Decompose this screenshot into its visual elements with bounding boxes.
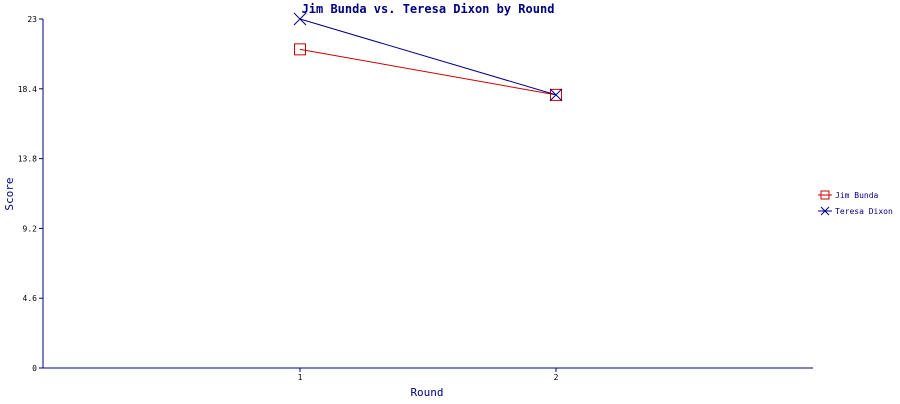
series-layer	[293, 12, 563, 102]
data-point-teresa-dixon	[293, 12, 307, 26]
data-point-jim-bunda	[294, 43, 306, 56]
marker-stroke	[820, 206, 830, 216]
legend-marker-teresa-dixon	[820, 206, 830, 216]
y-tick-label: 4.6	[23, 294, 38, 303]
legend-marker-jim-bunda	[820, 190, 830, 200]
x-tick-label: 2	[554, 373, 559, 382]
series-line-teresa-dixon	[299, 18, 557, 96]
marker-stroke	[293, 12, 307, 26]
legend-label-jim-bunda: Jim Bunda	[835, 191, 879, 200]
y-tick-label: 18.4	[18, 85, 37, 94]
y-axis-label: Score	[3, 177, 16, 210]
y-tick-label: 0	[32, 364, 37, 373]
series-line-jim-bunda	[299, 48, 557, 96]
legend: Jim Bunda Teresa Dixon	[818, 190, 893, 216]
y-tick-label: 13.8	[18, 155, 37, 164]
legend-label-teresa-dixon: Teresa Dixon	[835, 207, 893, 216]
data-point-jim-bunda	[550, 88, 562, 101]
data-point-teresa-dixon	[549, 88, 563, 102]
x-axis-label: Round	[410, 386, 443, 399]
chart-title: Jim Bunda vs. Teresa Dixon by Round	[302, 2, 555, 16]
y-tick-label: 23	[27, 15, 37, 24]
y-tick-label: 9.2	[23, 224, 38, 233]
x-tick-label: 1	[298, 373, 303, 382]
marker-stroke	[549, 88, 563, 102]
y-axis-ticks: 0 4.6 9.2 13.8 18.4 23	[18, 15, 43, 373]
